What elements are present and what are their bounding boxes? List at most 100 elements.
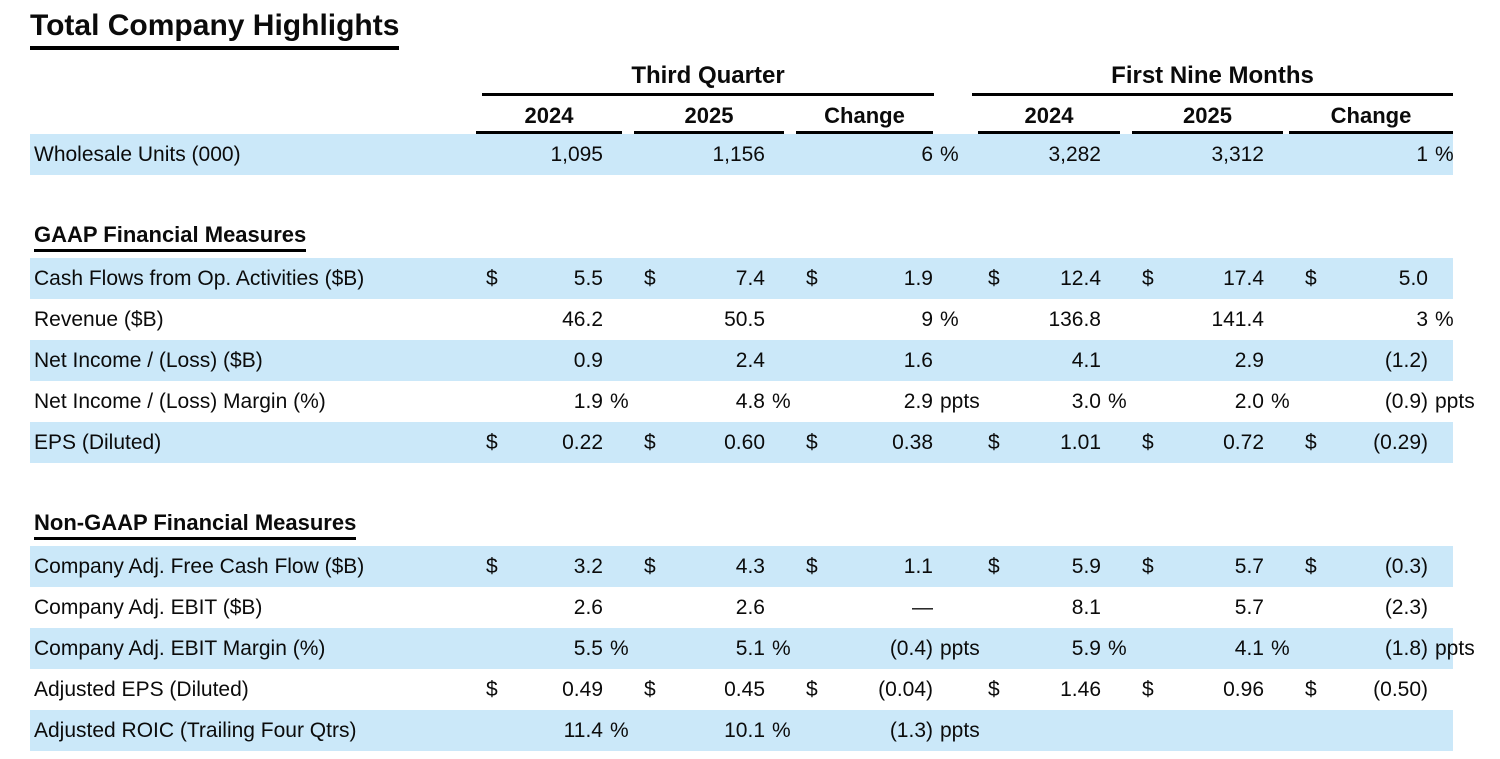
cell-value: 5.5: [573, 266, 603, 290]
cell-value: 3,282: [1048, 142, 1101, 166]
group-header-label: Third Quarter: [631, 62, 785, 89]
data-cell: $0.38: [790, 422, 958, 463]
data-cell: (0.9) ppts: [1289, 381, 1475, 422]
row-label: EPS (Diluted): [34, 430, 162, 454]
currency-symbol: $: [806, 266, 818, 290]
data-cell: 1,156: [628, 134, 790, 175]
data-cell: 2.6: [470, 587, 628, 628]
column-gap: [958, 96, 972, 134]
page-title: Total Company Highlights: [30, 9, 400, 50]
cell-value: (1.3): [889, 718, 933, 742]
table-row: Company Adj. EBIT Margin (%) 5.5% 5.1% (0.4…: [30, 628, 1475, 669]
group-header-first-nine-months: First Nine Months: [972, 56, 1453, 96]
currency-symbol: $: [806, 430, 818, 454]
cell-value: 2.4: [735, 348, 765, 372]
cell-value: 5.0: [1398, 266, 1428, 290]
data-cell: $5.0: [1289, 258, 1453, 299]
cell-value: 46.2: [562, 307, 603, 331]
cell-value: 5.5: [573, 636, 603, 660]
data-cell: 46.2: [470, 299, 628, 340]
cell-value: (2.3): [1384, 595, 1428, 619]
cell-value: 1: [1416, 142, 1428, 166]
cell-value: 0.72: [1223, 430, 1264, 454]
currency-symbol: $: [1305, 430, 1317, 454]
currency-symbol: $: [988, 430, 1000, 454]
cell-value: 1.1: [903, 554, 933, 578]
cell-value: 0.38: [892, 430, 933, 454]
currency-symbol: $: [644, 677, 656, 701]
data-cell: $ (0.04): [790, 669, 958, 710]
cell-value: 11.4: [563, 718, 603, 742]
cell-value: 4.1: [1234, 636, 1264, 660]
cell-value: 5.1: [735, 636, 765, 660]
data-cell: 5.1%: [628, 628, 791, 669]
table-row: Adjusted EPS (Diluted) $0.49 $0.45 $ (0.04) $…: [30, 669, 1453, 710]
currency-symbol: $: [1305, 554, 1317, 578]
data-cell: 136.8: [972, 299, 1126, 340]
data-cell: $0.72: [1126, 422, 1289, 463]
group-header-spacer: [30, 56, 470, 96]
data-cell: 3,282: [972, 134, 1126, 175]
row-label: Net Income / (Loss) ($B): [34, 348, 263, 372]
data-cell: $5.5: [470, 258, 628, 299]
data-cell: 4.1: [972, 340, 1126, 381]
cell-value: —: [912, 595, 933, 619]
cell-value: 50.5: [724, 307, 765, 331]
cell-suffix: %: [940, 142, 959, 166]
data-cell: (2.3): [1289, 587, 1453, 628]
currency-symbol: $: [988, 677, 1000, 701]
data-cell: $0.96: [1126, 669, 1289, 710]
data-cell: $0.22: [470, 422, 628, 463]
data-cell: $7.4: [628, 258, 790, 299]
table-row: Cash Flows from Op. Activities ($B) $5.5 $…: [30, 258, 1453, 299]
group-header-row: Third Quarter First Nine Months: [30, 56, 1453, 96]
group-gap: [958, 56, 972, 96]
data-cell: (1.3) ppts: [790, 710, 980, 751]
cell-value: 7.4: [735, 266, 765, 290]
cell-value: 12.4: [1060, 266, 1101, 290]
cell-suffix: %: [1108, 389, 1127, 413]
data-cell: $ (0.3): [1289, 546, 1453, 587]
cell-suffix: %: [1435, 142, 1454, 166]
cell-value: 17.4: [1223, 266, 1264, 290]
cell-value: 2.6: [573, 595, 603, 619]
cell-value: (0.29): [1373, 430, 1428, 454]
cell-value: 141.4: [1211, 307, 1264, 331]
data-cell: 11.4%: [470, 710, 629, 751]
cell-value: 5.7: [1234, 554, 1264, 578]
cell-value: 0.9: [573, 348, 603, 372]
data-cell: 4.8%: [628, 381, 791, 422]
table-row: Adjusted ROIC (Trailing Four Qtrs) 11.4% 1…: [30, 710, 1453, 751]
cell-value: 0.60: [724, 430, 765, 454]
data-cell: 3.0%: [972, 381, 1127, 422]
cell-value: 3,312: [1211, 142, 1264, 166]
section-header: GAAP Financial Measures: [34, 222, 307, 252]
cell-value: (0.04): [878, 677, 933, 701]
data-cell: $4.3: [628, 546, 790, 587]
row-label: Company Adj. Free Cash Flow ($B): [34, 554, 365, 578]
col-header-9m-2025: 2025: [1132, 96, 1283, 134]
data-cell: $0.60: [628, 422, 790, 463]
cell-value: 1.6: [903, 348, 933, 372]
row-label: Adjusted EPS (Diluted): [34, 677, 249, 701]
col-header-q3-change: Change: [796, 96, 933, 134]
cell-value: 5.7: [1234, 595, 1264, 619]
data-cell: 1,095: [470, 134, 628, 175]
cell-suffix: ppts: [940, 636, 980, 660]
data-cell: 8.1: [972, 587, 1126, 628]
section-header-row: GAAP Financial Measures: [30, 222, 1453, 258]
row-label: Net Income / (Loss) Margin (%): [34, 389, 326, 413]
data-cell: 50.5: [628, 299, 790, 340]
currency-symbol: $: [486, 430, 498, 454]
cell-value: 9: [921, 307, 933, 331]
data-cell: 10.1%: [628, 710, 791, 751]
data-cell: 2.9: [1126, 340, 1289, 381]
cell-value: 3.0: [1071, 389, 1101, 413]
cell-value: 2.0: [1234, 389, 1264, 413]
cell-value: (1.8): [1384, 636, 1428, 660]
currency-symbol: $: [1142, 430, 1154, 454]
group-header-third-quarter: Third Quarter: [482, 56, 934, 96]
data-cell: 0.9: [470, 340, 628, 381]
cell-suffix: %: [772, 718, 791, 742]
